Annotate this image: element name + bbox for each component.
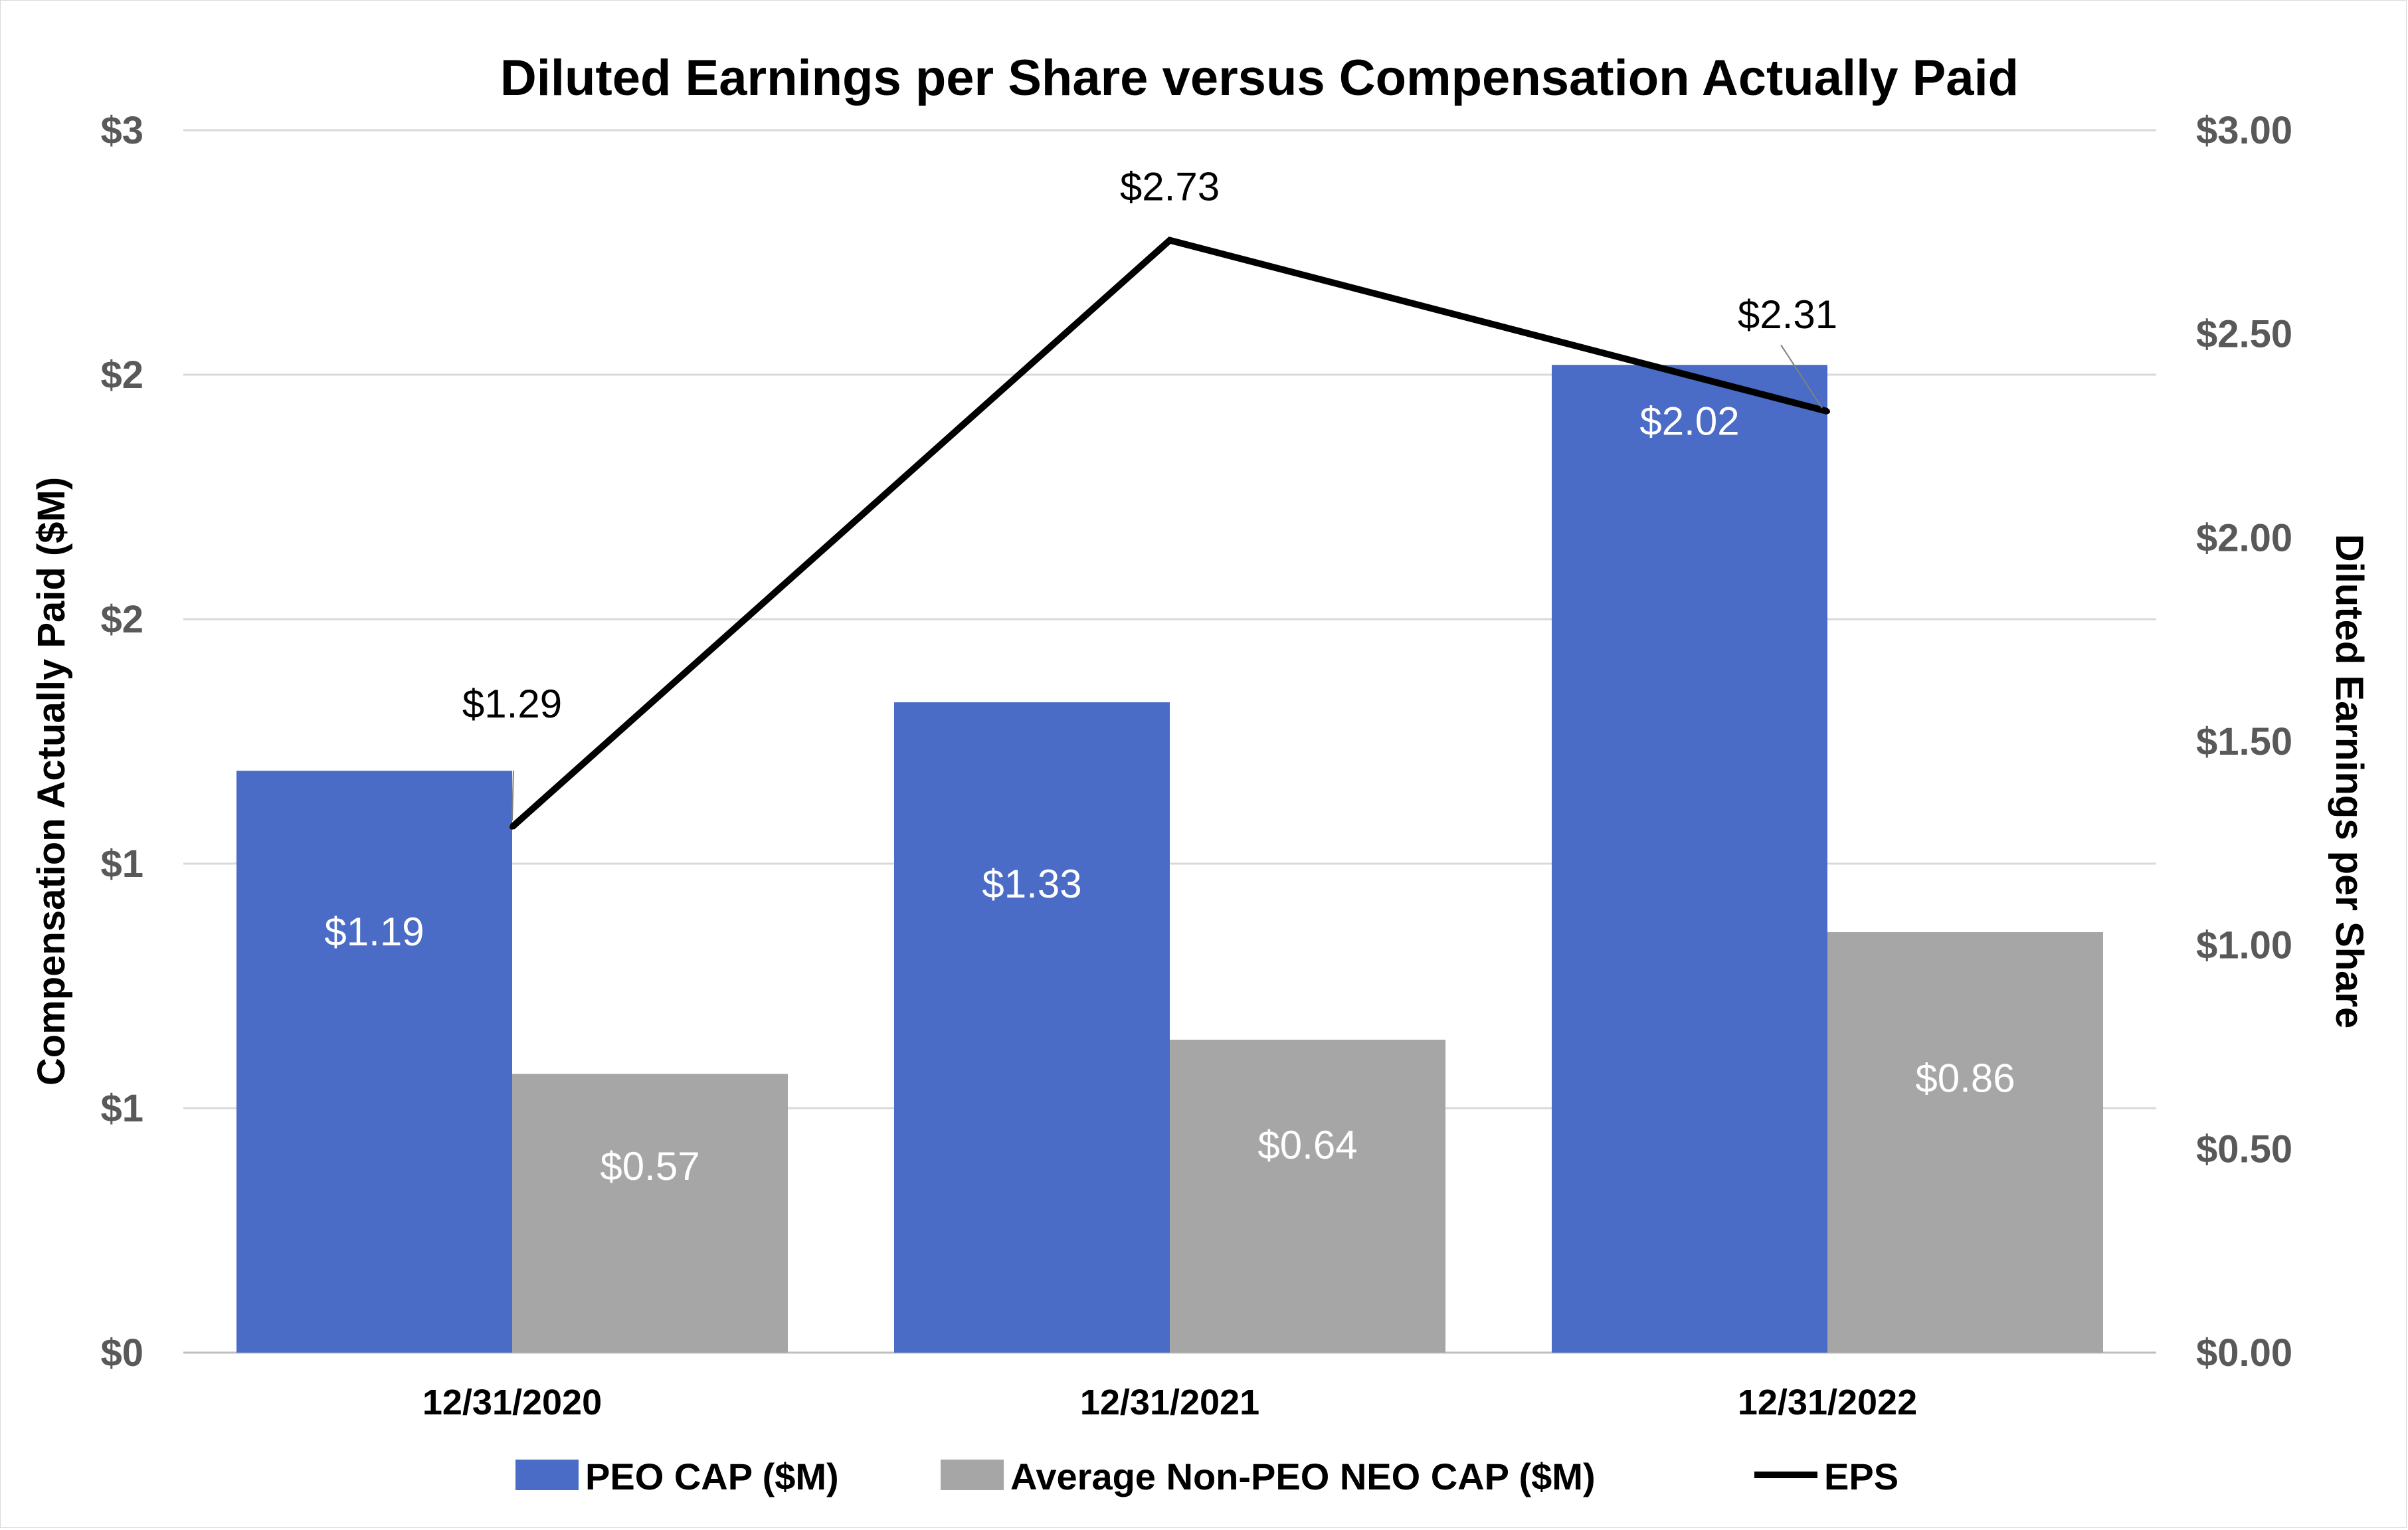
left-tick-label: $0 [100,1331,143,1375]
right-tick-label: $1.50 [2196,720,2292,763]
eps-label-leader [511,770,514,820]
right-tick-label: $1.00 [2196,924,2292,967]
non-peo-cap-data-label: $0.64 [1257,1123,1357,1167]
eps-label-leader [1780,344,1823,409]
non-peo-cap-bar [1170,1039,1445,1353]
eps-point [1825,409,1830,415]
eps-data-label: $2.31 [1738,292,1837,337]
right-tick-label: $2.00 [2196,516,2292,559]
chart-title: Diluted Earnings per Share versus Compen… [500,50,2019,106]
peo-cap-data-label: $2.02 [1639,399,1739,443]
peo-cap-data-label: $1.19 [324,909,424,954]
axes: $0 $1 $1 $2 $2 $3 $0.00 $0.50 $1.00 $1.50 $2.00 $2.… [100,109,2292,1422]
legend-label: Average Non-PEO NEO CAP ($M) [1010,1456,1596,1497]
x-tick-label: 12/31/2021 [1080,1383,1259,1422]
right-tick-label: $2.50 [2196,313,2292,356]
non-peo-cap-data-label: $0.57 [600,1144,699,1189]
eps-data-label: $2.73 [1120,165,1220,209]
peo-cap-data-label: $1.33 [982,862,1081,906]
left-tick-label: $2 [100,598,143,641]
x-tick-label: 12/31/2022 [1738,1383,1917,1422]
peo-cap-bar [1552,365,1827,1353]
legend-label: EPS [1824,1456,1899,1497]
right-axis-title: Diluted Earnings per Share [2328,534,2371,1029]
eps-point [509,824,515,830]
left-tick-label: $1 [100,842,143,886]
right-tick-label: $0.00 [2196,1331,2292,1375]
right-tick-label: $0.50 [2196,1127,2292,1171]
eps-line-group [509,237,1830,830]
left-tick-label: $2 [100,353,143,397]
x-tick-label: 12/31/2020 [422,1383,602,1422]
non-peo-cap-data-label: $0.86 [1915,1056,2015,1101]
eps-point [1167,237,1172,243]
left-tick-label: $3 [100,109,143,152]
legend-label: PEO CAP ($M) [585,1456,839,1497]
bars [236,365,2103,1353]
non-peo-cap-bar [512,1074,788,1353]
left-axis-title: Compensation Actually Paid ($M) [30,477,73,1086]
data-labels: $1.19 $1.33 $2.02 $0.57 $0.64 $0.86 $1.29 $2.73… [324,165,2015,1189]
non-peo-cap-bar [1827,932,2103,1353]
peo-cap-bar [236,771,512,1353]
left-tick-label: $1 [100,1087,143,1130]
right-tick-label: $3.00 [2196,109,2292,152]
peo-cap-bar [894,702,1170,1353]
legend: PEO CAP ($M) Average Non-PEO NEO CAP ($M)… [515,1456,1899,1497]
legend-swatch [941,1460,1004,1490]
legend-swatch [515,1460,579,1490]
eps-data-label: $1.29 [462,682,562,726]
